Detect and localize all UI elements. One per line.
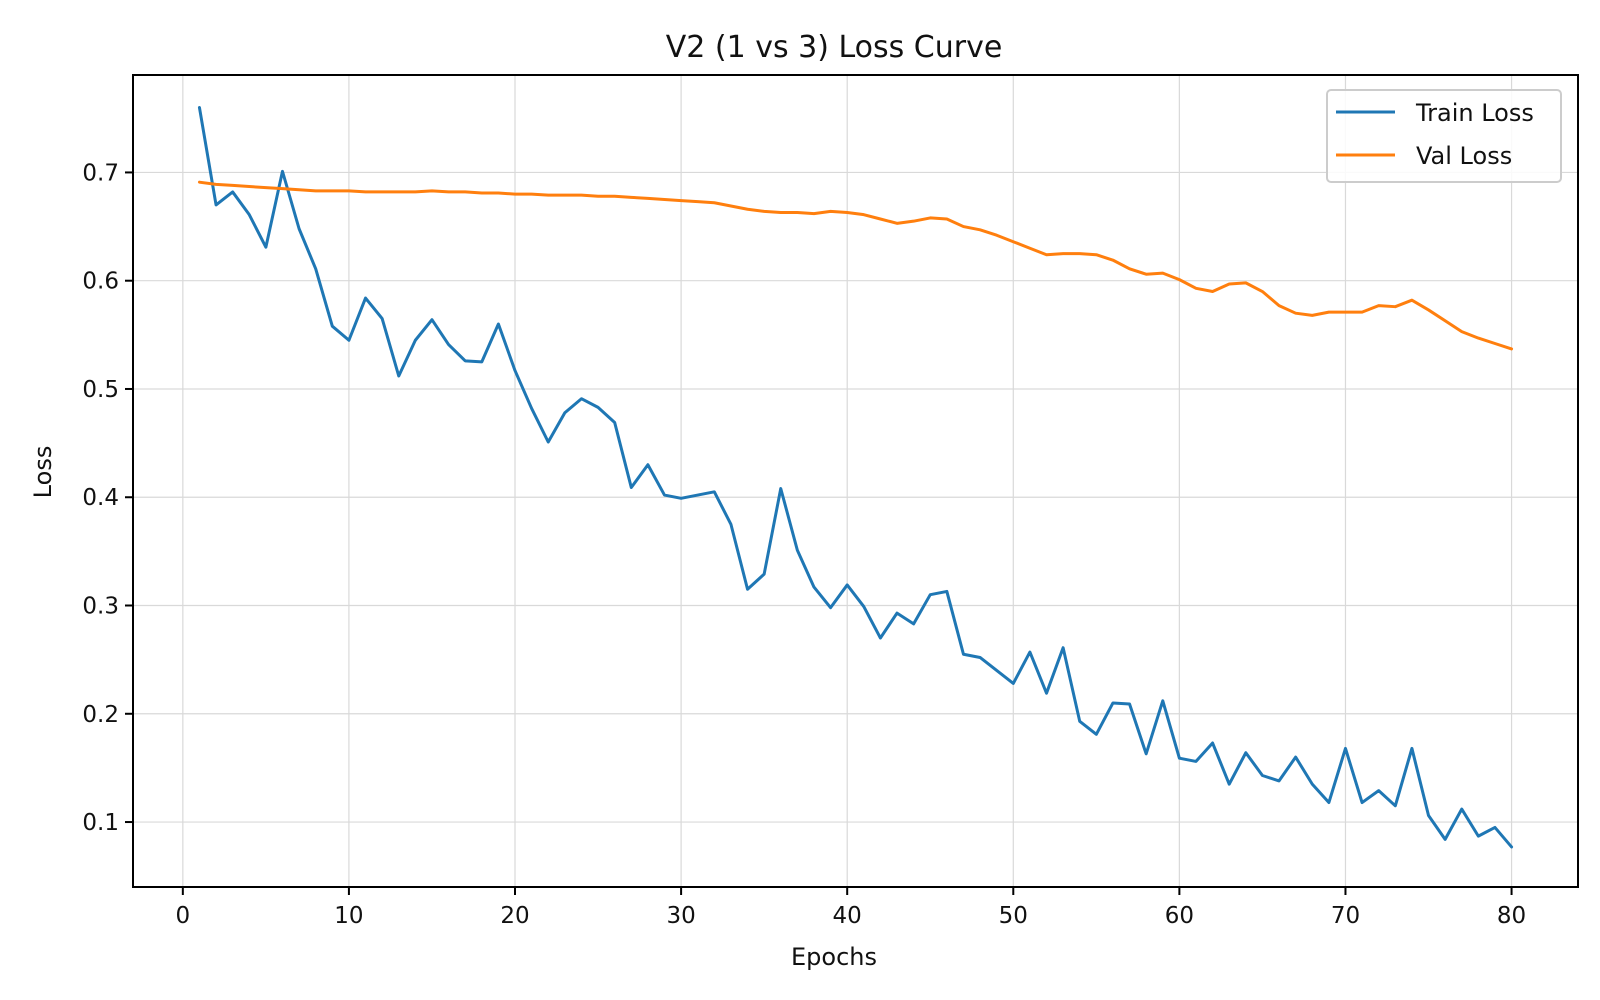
y-tick-label-0-2: 0.2 xyxy=(82,702,119,728)
y-axis-label: Loss xyxy=(29,446,57,499)
x-tick-label-0: 0 xyxy=(176,903,191,929)
y-tick-label-0-1: 0.1 xyxy=(82,810,119,836)
legend-train-label: Train Loss xyxy=(1415,99,1534,127)
x-tick-label-10: 10 xyxy=(334,903,363,929)
y-tick-label-0-4: 0.4 xyxy=(82,485,119,511)
x-tick-label-40: 40 xyxy=(833,903,862,929)
series-layer xyxy=(197,105,1514,849)
y-tick-label-0-5: 0.5 xyxy=(82,377,119,403)
series-line-train-loss xyxy=(197,105,1514,849)
x-tick-label-70: 70 xyxy=(1331,903,1360,929)
x-tick-label-30: 30 xyxy=(666,903,695,929)
y-tick-label-0-7: 0.7 xyxy=(82,160,119,186)
x-tick-label-50: 50 xyxy=(999,903,1028,929)
y-tick-label-0-3: 0.3 xyxy=(82,594,119,620)
x-tick-label-80: 80 xyxy=(1497,903,1526,929)
x-tick-label-20: 20 xyxy=(500,903,529,929)
grid-layer xyxy=(133,75,1578,887)
plot-frame xyxy=(132,74,1579,888)
y-tick-label-0-6: 0.6 xyxy=(82,269,119,295)
x-axis-label: Epochs xyxy=(791,943,877,971)
tick-layer: 0 10 20 30 40 50 60 70 80 0.1 0.2 0.3 0.4 0.5 0.6 0.7 xyxy=(82,160,1526,929)
legend-val-label: Val Loss xyxy=(1416,142,1512,170)
series-line-val-loss xyxy=(197,180,1514,351)
x-tick-label-60: 60 xyxy=(1165,903,1194,929)
chart-title: V2 (1 vs 3) Loss Curve xyxy=(666,30,1003,65)
legend: Train Loss Val Loss xyxy=(1326,89,1562,183)
